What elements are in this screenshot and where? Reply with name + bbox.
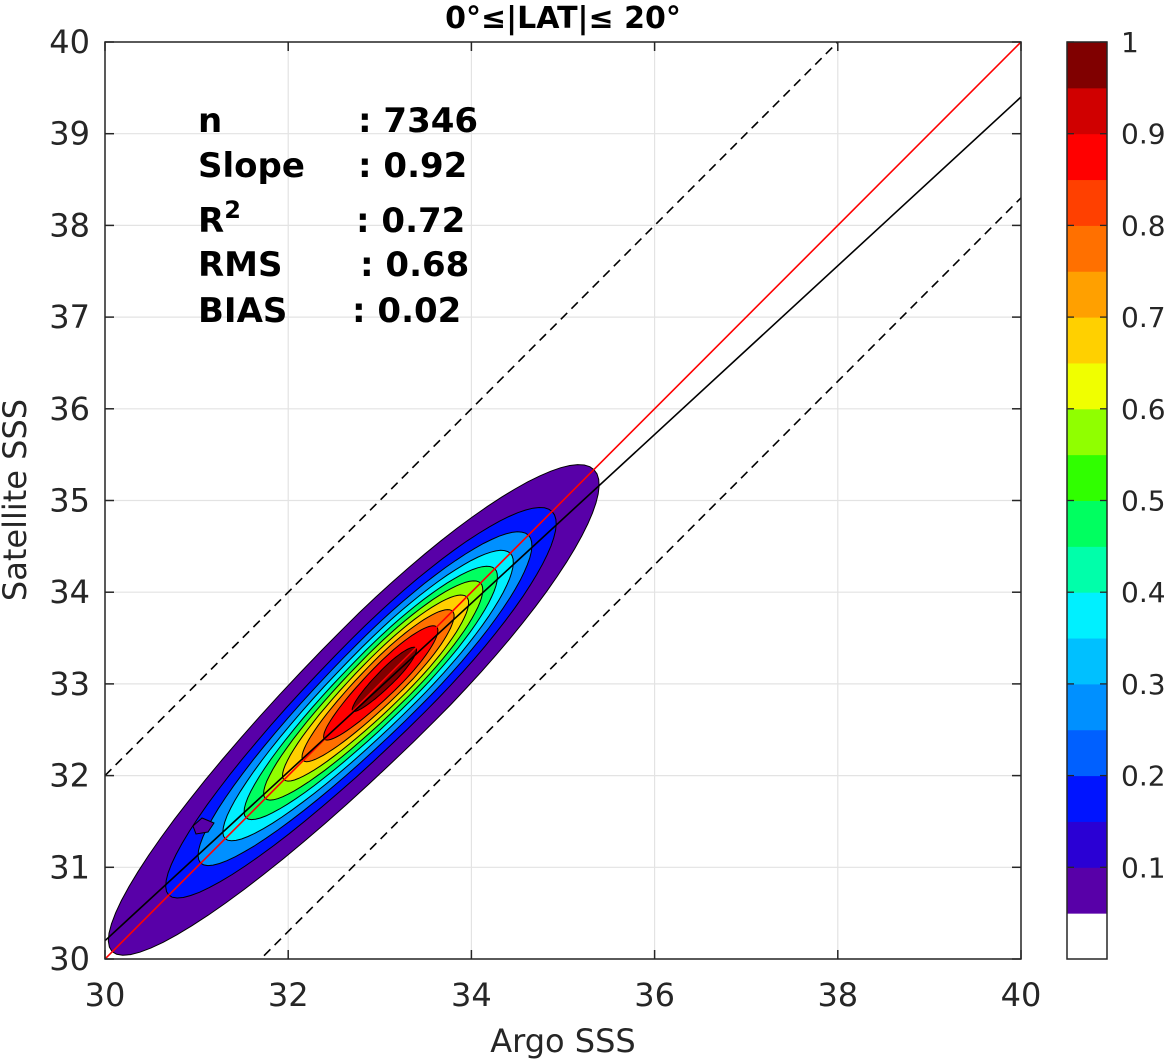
colorbar-tick-label: 0.1: [1121, 851, 1166, 884]
y-tick-label: 31: [49, 848, 90, 886]
colorbar-segment: [1067, 225, 1107, 272]
stat-label: BIAS: [198, 291, 287, 331]
colorbar-segment: [1067, 87, 1107, 135]
colorbar-segment: [1067, 729, 1107, 777]
colorbar-segment: [1067, 683, 1107, 731]
colorbar-segment: [1067, 362, 1107, 410]
colorbar-segment: [1067, 546, 1107, 593]
y-axis-ticks: 30 31 32 33 34 35 36 37 38 39 40: [49, 23, 1021, 978]
regression-line: [105, 96, 1021, 942]
x-tick-label: 34: [451, 976, 492, 1014]
stat-value: : 0.92: [358, 146, 467, 186]
colorbar-segment: [1067, 500, 1107, 547]
colorbar: 0.1 0.2 0.3 0.4 0.5 0.6 0.7 0.8 0.9 1: [1066, 26, 1166, 960]
colorbar-segment: [1067, 271, 1107, 318]
y-tick-label: 37: [49, 298, 90, 336]
x-tick-label: 36: [634, 976, 675, 1014]
x-tick-label: 30: [85, 976, 126, 1014]
stat-value: : 0.68: [360, 245, 469, 285]
x-tick-label: 38: [817, 976, 858, 1014]
plot-title: 0°≤|LAT|≤ 20°: [445, 1, 681, 36]
colorbar-segment: [1067, 867, 1107, 914]
y-tick-label: 40: [49, 23, 90, 61]
colorbar-segment: [1067, 913, 1107, 960]
y-tick-label: 30: [49, 940, 90, 978]
stat-value: : 0.02: [352, 291, 461, 331]
stat-label: Slope: [198, 146, 305, 186]
colorbar-tick-label: 1: [1121, 26, 1139, 59]
colorbar-tick-label: 0.5: [1121, 485, 1166, 518]
colorbar-segment: [1067, 638, 1107, 685]
colorbar-segment: [1067, 408, 1107, 456]
density-band-outlier: [192, 817, 215, 835]
colorbar-tick-label: 0.3: [1121, 668, 1166, 701]
y-tick-label: 36: [49, 390, 90, 428]
stat-value: : 0.72: [356, 201, 465, 241]
stats-box: n : 7346 Slope : 0.92 R2 : 0.72 RMS : 0.68 BIAS:…: [198, 101, 478, 331]
colorbar-tick-label: 0.6: [1121, 393, 1166, 426]
x-tick-label: 40: [1001, 976, 1042, 1014]
y-tick-label: 38: [49, 206, 90, 244]
y-tick-label: 32: [49, 757, 90, 795]
reference-lines: [105, 42, 1021, 959]
colorbar-segment: [1067, 821, 1107, 868]
x-tick-label: 32: [268, 976, 309, 1014]
colorbar-segment: [1067, 42, 1107, 89]
stat-label: n: [198, 101, 222, 141]
colorbar-segment: [1067, 454, 1107, 501]
y-tick-label: 34: [49, 573, 90, 611]
x-axis-ticks: 30 32 34 36 38 40: [85, 42, 1042, 1014]
colorbar-segment: [1067, 317, 1107, 364]
colorbar-tick-label: 0.2: [1121, 760, 1166, 793]
upper-bound-line: [105, 42, 839, 777]
colorbar-tick-label: 0.9: [1121, 118, 1166, 151]
stat-label: R2: [198, 196, 241, 241]
colorbar-tick-label: 0.7: [1121, 301, 1166, 334]
colorbar-segment: [1067, 133, 1107, 181]
y-tick-label: 35: [49, 482, 90, 520]
lower-bound-line: [259, 197, 1021, 959]
x-axis-title: Argo SSS: [490, 1022, 635, 1060]
colorbar-segment: [1067, 775, 1107, 822]
stat-label: RMS: [198, 245, 283, 285]
colorbar-tick-label: 0.8: [1121, 209, 1166, 242]
y-axis-title: Satellite SSS: [0, 399, 34, 601]
y-tick-label: 39: [49, 115, 90, 153]
colorbar-tick-label: 0.4: [1121, 576, 1166, 609]
colorbar-segment: [1067, 179, 1107, 226]
one-to-one-line: [105, 42, 1021, 959]
y-tick-label: 33: [49, 665, 90, 703]
colorbar-segment: [1067, 592, 1107, 639]
stat-value: : 7346: [358, 101, 478, 141]
